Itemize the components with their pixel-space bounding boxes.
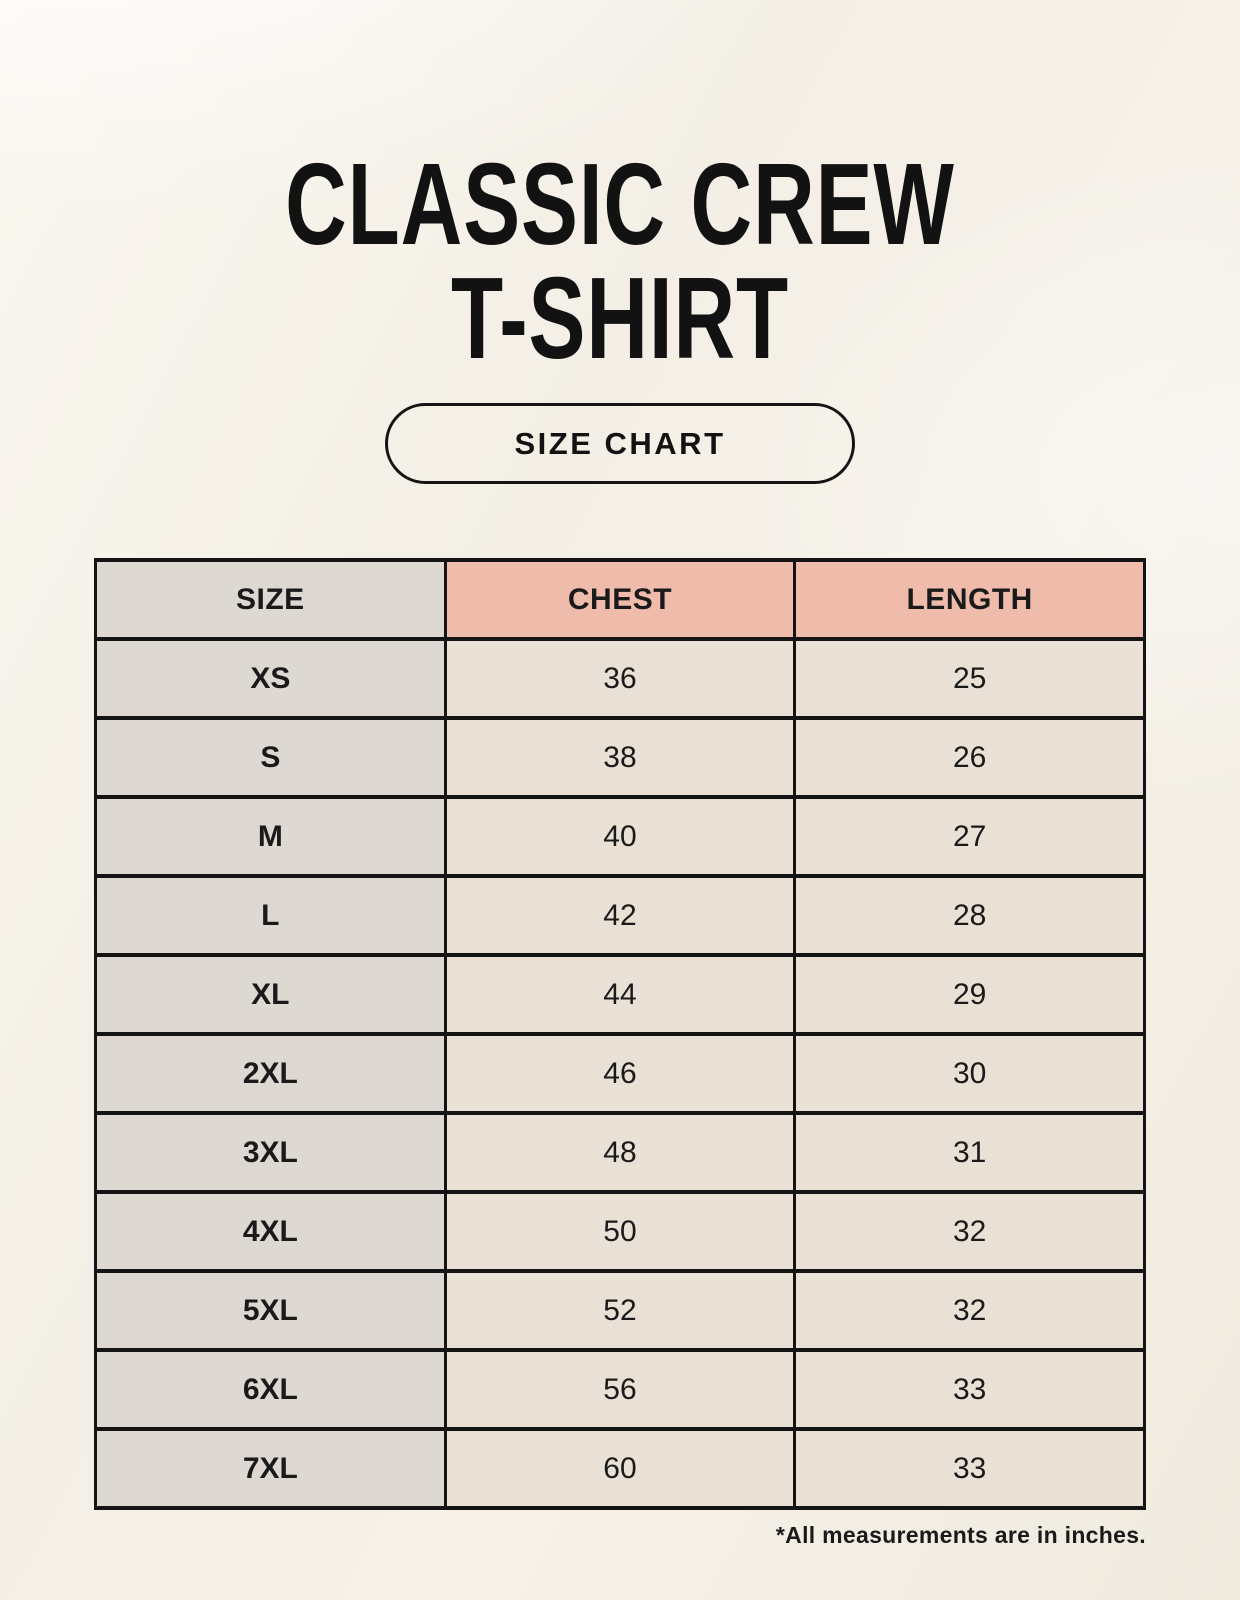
chest-value-cell: 60: [443, 1427, 797, 1511]
column-header-chest: CHEST: [443, 558, 797, 642]
length-value-cell: 32: [793, 1269, 1146, 1353]
badge-row: SIZE CHART: [0, 403, 1240, 485]
length-value-cell: 29: [793, 953, 1146, 1037]
size-label-cell: 7XL: [94, 1427, 447, 1511]
length-value-cell: 28: [793, 874, 1146, 958]
table-row: 5XL 52 32: [94, 1269, 1146, 1353]
chest-value-cell: 50: [443, 1190, 797, 1274]
chest-value-cell: 42: [443, 874, 797, 958]
length-value-cell: 30: [793, 1032, 1146, 1116]
length-value-cell: 31: [793, 1111, 1146, 1195]
size-label-cell: M: [94, 795, 447, 879]
size-label-cell: 2XL: [94, 1032, 447, 1116]
size-label-cell: XS: [94, 637, 447, 721]
size-table-header: SIZE CHEST LENGTH: [94, 558, 1146, 642]
size-label-cell: L: [94, 874, 447, 958]
length-value-cell: 25: [793, 637, 1146, 721]
table-row: 7XL 60 33: [94, 1427, 1146, 1511]
page-title-line1: CLASSIC CREW: [285, 138, 955, 270]
table-row: XS 36 25: [94, 637, 1146, 721]
chest-value-cell: 48: [443, 1111, 797, 1195]
length-value-cell: 33: [793, 1348, 1146, 1432]
chest-value-cell: 46: [443, 1032, 797, 1116]
table-row: 3XL 48 31: [94, 1111, 1146, 1195]
chest-value-cell: 36: [443, 637, 797, 721]
table-row: L 42 28: [94, 874, 1146, 958]
length-value-cell: 27: [793, 795, 1146, 879]
size-label-cell: 6XL: [94, 1348, 447, 1432]
table-row: M 40 27: [94, 795, 1146, 879]
column-header-length: LENGTH: [793, 558, 1146, 642]
size-label-cell: XL: [94, 953, 447, 1037]
chest-value-cell: 44: [443, 953, 797, 1037]
page-title: CLASSIC CREW T-SHIRT: [74, 138, 1165, 384]
table-row: 6XL 56 33: [94, 1348, 1146, 1432]
size-table-container: SIZE CHEST LENGTH XS 36 25 S 38 26 M 40 …: [0, 558, 1240, 1511]
chest-value-cell: 56: [443, 1348, 797, 1432]
size-table: SIZE CHEST LENGTH XS 36 25 S 38 26 M 40 …: [94, 558, 1146, 1511]
size-chart-button[interactable]: SIZE CHART: [385, 403, 855, 485]
page-header: CLASSIC CREW T-SHIRT: [0, 0, 1240, 377]
column-header-size: SIZE: [94, 558, 447, 642]
header-row: SIZE CHEST LENGTH: [94, 558, 1146, 642]
page-title-line2: T-SHIRT: [450, 252, 790, 384]
table-row: 2XL 46 30: [94, 1032, 1146, 1116]
chest-value-cell: 52: [443, 1269, 797, 1353]
length-value-cell: 33: [793, 1427, 1146, 1511]
length-value-cell: 32: [793, 1190, 1146, 1274]
size-label-cell: 3XL: [94, 1111, 447, 1195]
table-row: S 38 26: [94, 716, 1146, 800]
chest-value-cell: 40: [443, 795, 797, 879]
table-row: 4XL 50 32: [94, 1190, 1146, 1274]
size-table-body: XS 36 25 S 38 26 M 40 27 L 42 28 XL 44 2…: [94, 637, 1146, 1511]
measurements-footnote: *All measurements are in inches.: [775, 1522, 1146, 1549]
size-label-cell: 4XL: [94, 1190, 447, 1274]
size-label-cell: 5XL: [94, 1269, 447, 1353]
length-value-cell: 26: [793, 716, 1146, 800]
chest-value-cell: 38: [443, 716, 797, 800]
size-label-cell: S: [94, 716, 447, 800]
table-row: XL 44 29: [94, 953, 1146, 1037]
